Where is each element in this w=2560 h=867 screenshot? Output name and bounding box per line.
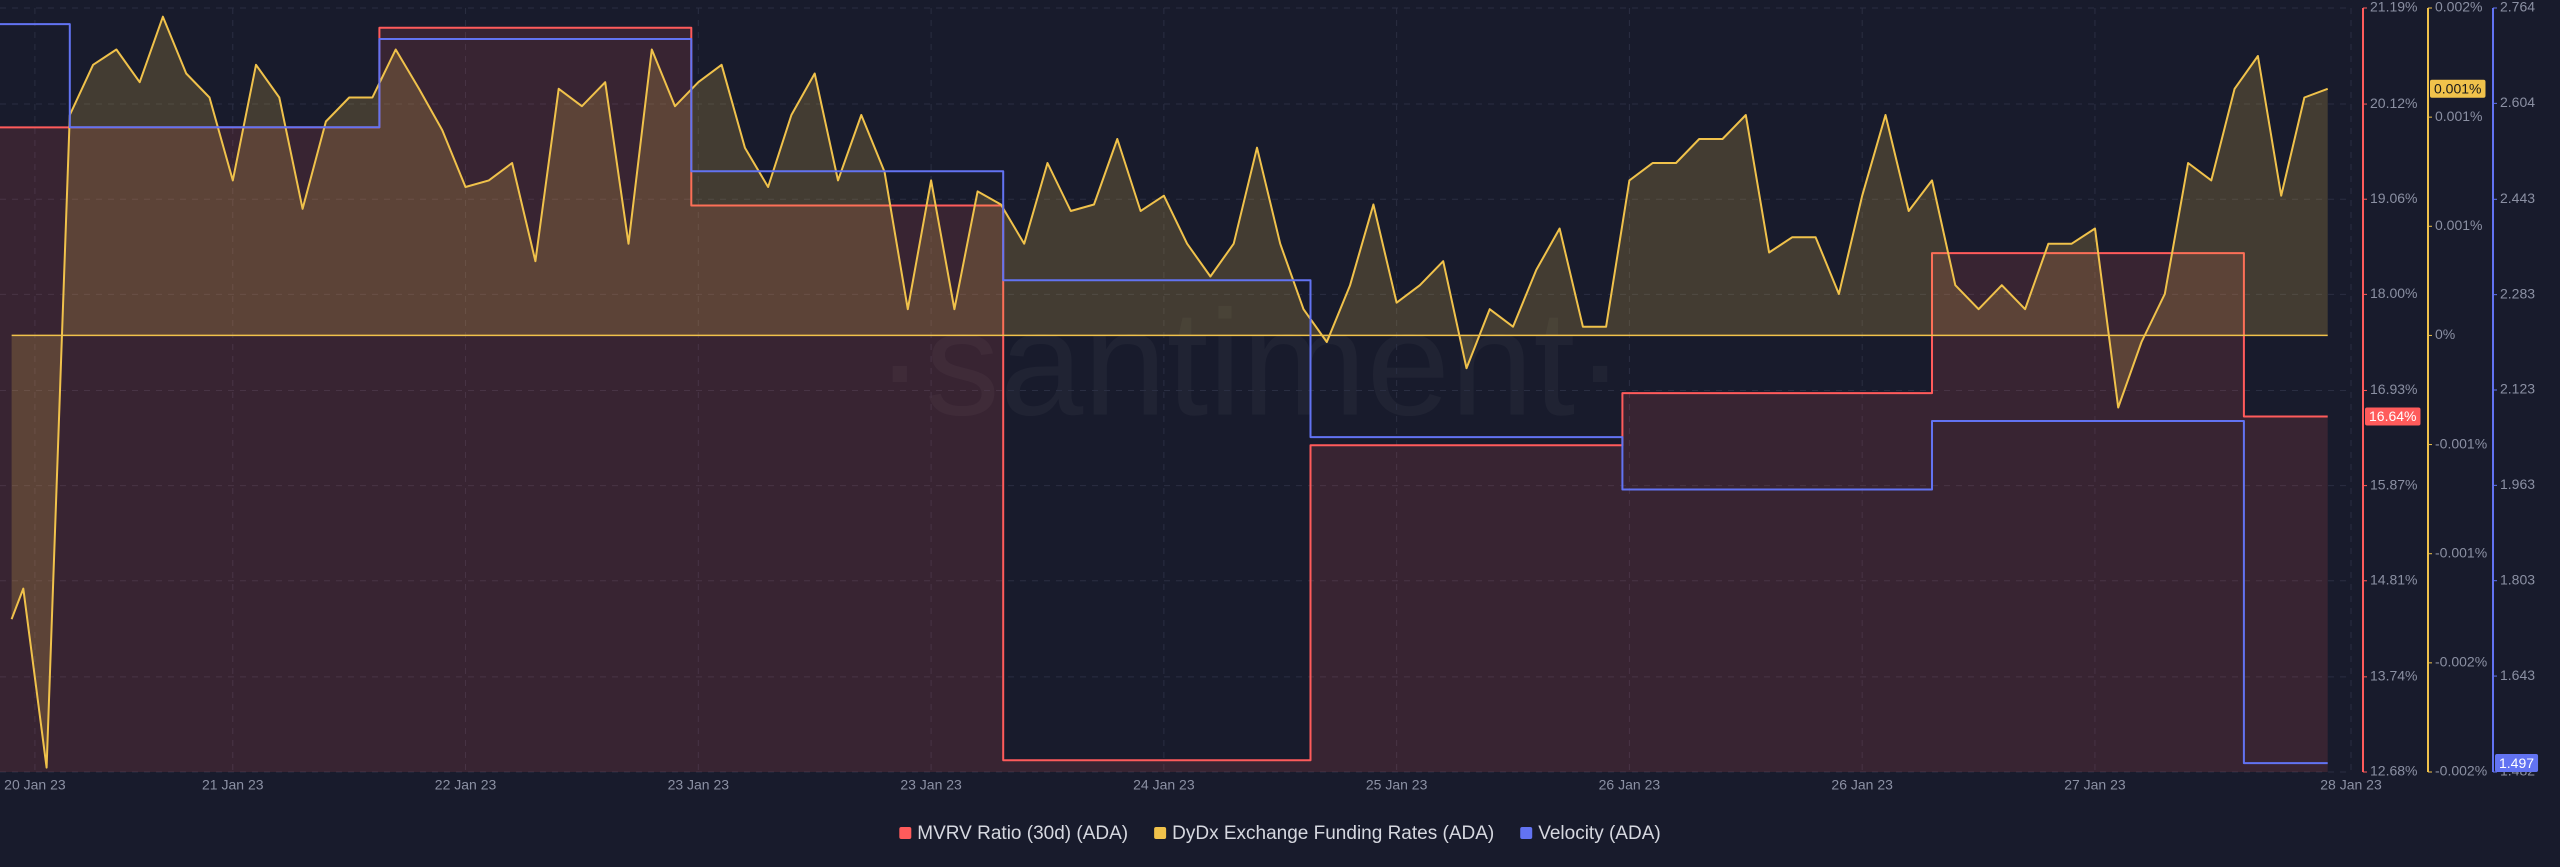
x-tick-label: 23 Jan 23 (668, 777, 730, 793)
y-tick-label: 0.001% (2435, 108, 2482, 124)
x-tick-label: 26 Jan 23 (1599, 777, 1661, 793)
y-tick-label: 21.19% (2370, 0, 2417, 15)
y-tick-label: 14.81% (2370, 571, 2417, 587)
y-tick-label: 1.643 (2500, 667, 2535, 683)
y-tick-label: 0.001% (2435, 217, 2482, 233)
y-tick-label: -0.002% (2435, 763, 2487, 779)
legend-label: Velocity (ADA) (1538, 823, 1660, 844)
x-tick-label: 26 Jan 23 (1831, 777, 1893, 793)
current-value-label: 0.001% (2434, 80, 2481, 96)
y-tick-label: 0.002% (2435, 0, 2482, 15)
y-tick-label: 19.06% (2370, 190, 2417, 206)
series-line (10, 15, 2329, 769)
legend-label: MVRV Ratio (30d) (ADA) (917, 823, 1128, 844)
axis-band (2363, 0, 2425, 780)
x-tick-label: 21 Jan 23 (202, 777, 264, 793)
current-value-label: 1.497 (2499, 755, 2534, 771)
series-line (0, 26, 2328, 762)
legend-swatch (899, 827, 912, 839)
y-tick-label: 12.68% (2370, 763, 2417, 779)
current-value-marker: 0.001% (2430, 79, 2486, 98)
legend-swatch (1520, 827, 1533, 839)
legend: MVRV Ratio (30d) (ADA) DyDx Exchange Fund… (899, 823, 1661, 844)
y-tick-label: -0.001% (2435, 544, 2487, 560)
y-tick-label: 13.74% (2370, 668, 2417, 684)
current-value-box (2430, 79, 2486, 98)
x-tick-label: 22 Jan 23 (435, 777, 497, 793)
legend-swatch (1154, 827, 1167, 839)
y-tick-label: 18.00% (2370, 285, 2417, 301)
y-tick-label: 2.123 (2500, 381, 2535, 397)
y-tick-label: -0.002% (2435, 654, 2487, 670)
current-value-marker: 1.497 (2495, 754, 2539, 773)
y-tick-label: 1.803 (2500, 571, 2535, 587)
series-area (0, 27, 2328, 773)
y-tick-label: -0.001% (2435, 435, 2487, 451)
x-tick-label: 28 Jan 23 (2320, 777, 2382, 793)
y-tick-label: 2.764 (2500, 0, 2535, 15)
axis-band (2428, 0, 2490, 780)
y-tick-label: 2.283 (2500, 285, 2535, 301)
y-tick-label: 16.93% (2370, 381, 2417, 397)
y-tick-label: 1.963 (2500, 476, 2535, 492)
current-value-box (2365, 407, 2421, 426)
current-value-label: 16.64% (2369, 408, 2416, 424)
x-tick-label: 24 Jan 23 (1133, 777, 1195, 793)
legend-label: DyDx Exchange Funding Rates (ADA) (1172, 823, 1494, 844)
axis-band (2493, 0, 2555, 780)
y-tick-label: 2.443 (2500, 190, 2535, 206)
current-value-box (2495, 754, 2539, 773)
series-area (11, 16, 2328, 768)
y-tick-label: 2.604 (2500, 94, 2535, 110)
x-tick-label: 23 Jan 23 (900, 777, 962, 793)
y-tick-label: 15.87% (2370, 476, 2417, 492)
x-tick-label: 27 Jan 23 (2064, 777, 2126, 793)
x-tick-label: 25 Jan 23 (1366, 777, 1428, 793)
series-line (0, 23, 2328, 765)
y-tick-label: 0% (2435, 326, 2455, 342)
current-value-marker: 16.64% (2365, 407, 2421, 426)
y-tick-label: 20.12% (2370, 95, 2417, 111)
x-tick-label: 20 Jan 23 (4, 777, 66, 793)
